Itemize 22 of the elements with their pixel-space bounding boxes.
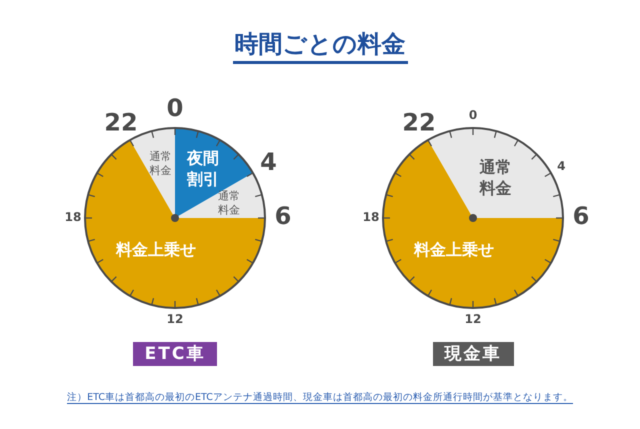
slice-label: 通常料金 [478,158,512,198]
text: ETC車 [132,342,218,366]
slice-label: 夜間割引 [186,148,219,188]
text: 4 [260,148,277,176]
text: 12 [464,312,482,326]
text: 12 [166,312,184,326]
text: 4 [557,159,566,174]
slice-label: 料金上乗せ [413,240,494,259]
text: 注）ETC車は首都高の最初のETCアンテナ通過時間、現金車は首都高の最初の料金所通行時間が基準となります。 [67,392,573,404]
text: 6 [274,202,292,230]
text: 22 [104,108,138,137]
text: 18 [64,210,82,224]
text: 6 [572,202,590,230]
text: 22 [402,108,436,137]
slice-label: 通常料金 [218,189,240,216]
slice-label: 通常料金 [150,150,172,177]
text: 現金車 [432,342,514,366]
text: 0 [166,94,184,122]
text: 18 [362,210,380,224]
text: 時間ごとの料金 [232,30,408,64]
text: 0 [468,108,478,122]
slice-label: 料金上乗せ [115,240,196,259]
